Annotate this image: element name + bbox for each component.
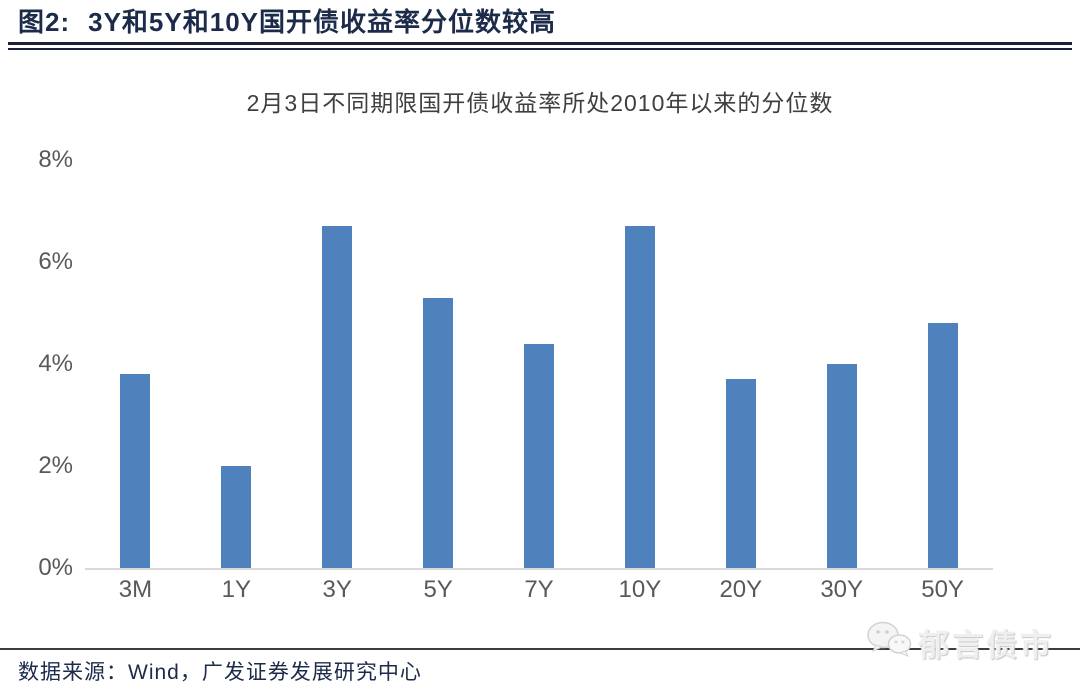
x-tick-20Y: 20Y <box>719 576 763 603</box>
bars <box>85 160 993 570</box>
x-tick-3Y: 3Y <box>322 576 352 603</box>
figure-label: 图2: <box>18 7 71 37</box>
footer-divider <box>0 648 1080 650</box>
y-tick-4%: 4% <box>38 350 73 377</box>
bar-band-3M <box>85 160 186 568</box>
figure-title: 3Y和5Y和10Y国开债收益率分位数较高 <box>88 7 556 37</box>
y-tick-0%: 0% <box>38 554 73 581</box>
x-tick-30Y: 30Y <box>820 576 864 603</box>
watermark-text: 郁言债市 <box>918 628 1054 663</box>
bar-band-50Y <box>892 160 993 568</box>
bar-band-30Y <box>791 160 892 568</box>
y-tick-8%: 8% <box>38 146 73 173</box>
bar-band-1Y <box>186 160 287 568</box>
x-tick-7Y: 7Y <box>524 576 554 603</box>
bar-7Y <box>524 343 554 568</box>
x-axis-tick-labels: 3M 1Y 3Y 5Y 7Y 10Y 20Y 30Y 50Y <box>85 576 993 604</box>
figure-header: 图2: 3Y和5Y和10Y国开债收益率分位数较高 <box>0 0 1080 38</box>
header-divider <box>8 42 1072 50</box>
bar-3M <box>120 374 151 568</box>
bar-chart-plot-area: 8% 6% 4% 2% 0% <box>38 146 993 581</box>
x-tick-50Y: 50Y <box>921 576 964 603</box>
data-source-note: 数据来源：Wind，广发证券发展研究中心 <box>18 661 422 684</box>
bar-1Y <box>221 466 252 568</box>
bar-band-3Y <box>287 160 388 568</box>
bar-50Y <box>927 323 958 568</box>
y-tick-6%: 6% <box>38 248 73 275</box>
watermark-logo: 郁言债市 <box>866 620 1054 665</box>
x-tick-3M: 3M <box>118 576 153 603</box>
bar-5Y <box>423 297 454 568</box>
bar-band-20Y <box>690 160 791 568</box>
bar-3Y <box>322 226 353 568</box>
bar-band-5Y <box>388 160 489 568</box>
wechat-icon <box>866 620 912 665</box>
bar-band-7Y <box>489 160 590 568</box>
x-tick-1Y: 1Y <box>221 576 252 603</box>
chart-title: 2月3日不同期限国开债收益率所处2010年以来的分位数 <box>246 90 834 116</box>
bar-10Y <box>624 226 655 568</box>
bar-30Y <box>826 364 857 568</box>
bar-band-10Y <box>589 160 690 568</box>
y-tick-2%: 2% <box>38 452 73 479</box>
x-tick-5Y: 5Y <box>423 576 453 603</box>
x-tick-10Y: 10Y <box>618 576 662 603</box>
bar-20Y <box>725 379 756 568</box>
